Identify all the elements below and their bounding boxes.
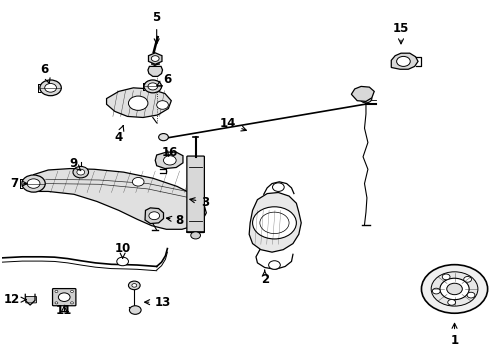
Circle shape <box>442 274 450 280</box>
Circle shape <box>132 177 144 186</box>
Circle shape <box>148 83 158 90</box>
Text: 14: 14 <box>220 117 246 131</box>
Circle shape <box>272 183 284 192</box>
Text: 7: 7 <box>10 177 27 190</box>
Circle shape <box>73 166 89 178</box>
Circle shape <box>159 134 169 141</box>
Circle shape <box>71 302 73 304</box>
Circle shape <box>149 212 160 220</box>
Polygon shape <box>351 86 374 102</box>
Circle shape <box>360 94 372 103</box>
Circle shape <box>117 257 128 266</box>
FancyBboxPatch shape <box>26 296 36 303</box>
Circle shape <box>151 56 159 62</box>
Text: 2: 2 <box>261 270 269 286</box>
FancyBboxPatch shape <box>52 289 76 306</box>
Circle shape <box>144 80 162 93</box>
Circle shape <box>77 169 85 175</box>
Circle shape <box>467 292 475 298</box>
Text: 13: 13 <box>145 296 171 309</box>
Text: 9: 9 <box>70 157 81 171</box>
Text: 10: 10 <box>115 242 131 258</box>
Circle shape <box>58 293 70 301</box>
FancyBboxPatch shape <box>187 156 204 233</box>
Text: 12: 12 <box>3 293 26 306</box>
Circle shape <box>464 276 471 282</box>
Polygon shape <box>106 88 172 117</box>
Text: 4: 4 <box>115 126 124 144</box>
Circle shape <box>269 261 280 269</box>
Circle shape <box>40 80 61 96</box>
Text: 11: 11 <box>56 304 73 317</box>
Circle shape <box>45 84 56 92</box>
Circle shape <box>71 291 73 293</box>
Polygon shape <box>145 208 164 224</box>
Text: 16: 16 <box>162 146 178 159</box>
Text: 3: 3 <box>190 195 209 209</box>
Polygon shape <box>148 53 162 64</box>
Text: 6: 6 <box>157 73 172 86</box>
Circle shape <box>421 265 488 313</box>
Circle shape <box>157 101 169 109</box>
Circle shape <box>128 96 148 111</box>
Circle shape <box>191 232 200 239</box>
Text: 5: 5 <box>152 11 161 44</box>
Circle shape <box>448 300 456 305</box>
Polygon shape <box>33 168 206 229</box>
Polygon shape <box>148 66 163 76</box>
Text: 6: 6 <box>41 63 50 83</box>
Circle shape <box>252 207 296 239</box>
Circle shape <box>447 283 463 295</box>
Polygon shape <box>392 53 418 69</box>
Text: 1: 1 <box>450 323 459 347</box>
Text: 8: 8 <box>167 213 184 226</box>
Circle shape <box>431 272 478 306</box>
Circle shape <box>396 57 410 66</box>
Circle shape <box>128 281 140 290</box>
Circle shape <box>440 278 469 300</box>
Polygon shape <box>249 193 301 252</box>
Circle shape <box>22 175 45 192</box>
Polygon shape <box>155 152 183 168</box>
Circle shape <box>432 288 440 294</box>
Circle shape <box>164 156 176 165</box>
Circle shape <box>129 306 141 314</box>
Circle shape <box>27 179 40 188</box>
Circle shape <box>55 302 58 304</box>
Circle shape <box>132 284 137 287</box>
Text: 15: 15 <box>393 22 409 44</box>
Circle shape <box>55 291 58 293</box>
